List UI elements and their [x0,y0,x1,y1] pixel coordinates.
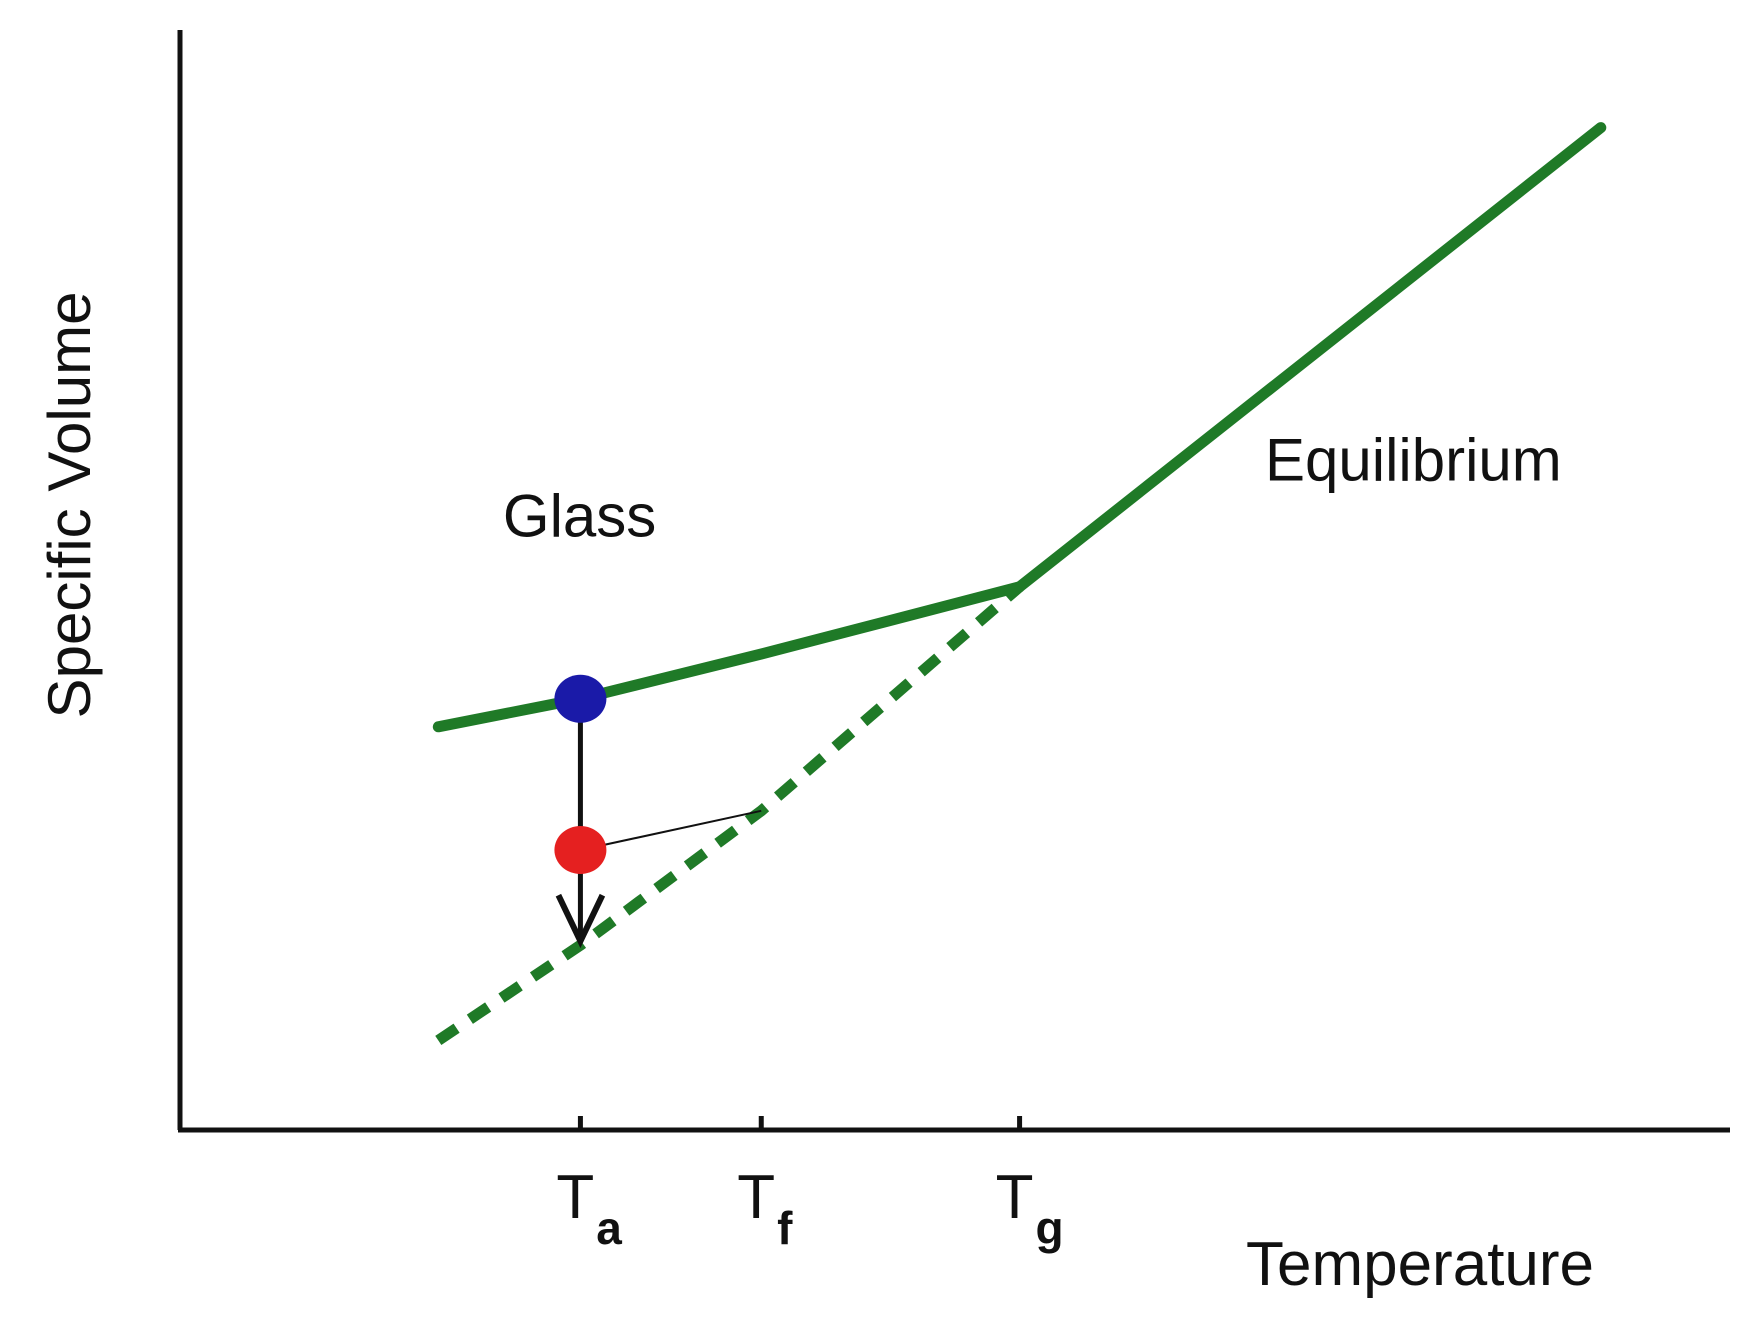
annotation-glass: Glass [503,482,656,549]
x-tick-label-main: T [556,1163,594,1232]
glass-line [432,581,1026,733]
x-tick-label-g: Tg [996,1163,1064,1254]
marker-initial-state [554,674,607,723]
x-tick-label-sub: f [777,1202,793,1254]
equilibrium-line [1014,122,1607,593]
axes-layer [177,30,1730,1133]
fictive-connector [580,809,762,851]
x-tick-label-main: T [737,1163,775,1232]
markers-layer [554,674,762,949]
x-tick-label-sub: g [1035,1202,1063,1254]
x-tick-label-f: Tf [737,1163,793,1254]
supercooled-extrapolation [435,582,1024,1045]
x-tick-label-main: T [996,1163,1034,1232]
x-axis-label: Temperature [1246,1230,1594,1299]
marker-aged-state [554,826,607,874]
x-tick-label-a: Ta [556,1163,622,1254]
aging-arrow-head [555,893,606,949]
series-layer [432,122,1607,1045]
y-axis-label: Specific Volume [36,292,103,719]
annotation-equilibrium: Equilibrium [1265,426,1562,493]
x-tick-label-sub: a [596,1202,622,1254]
